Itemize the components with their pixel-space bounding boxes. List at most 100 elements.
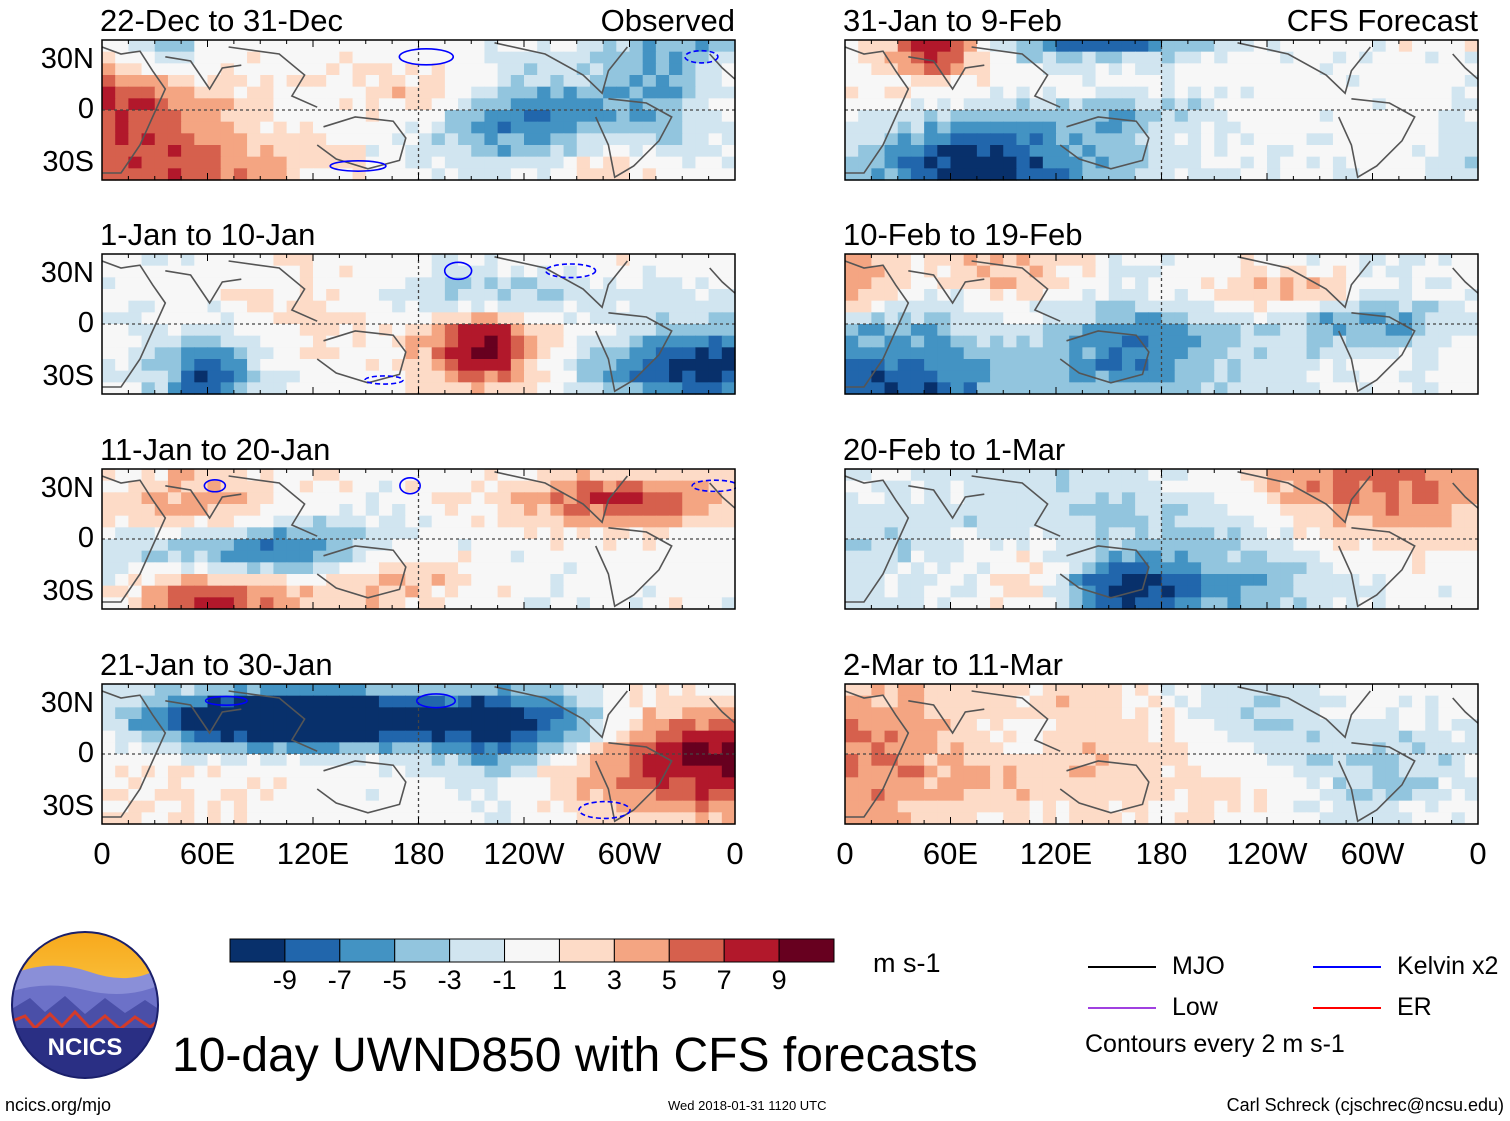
heatmap-cell [937, 51, 952, 64]
heatmap-cell [642, 777, 657, 790]
heatmap-cell [1108, 40, 1123, 53]
heatmap-cell [1385, 289, 1400, 302]
colorbar-tick-label: 9 [771, 965, 787, 995]
heatmap-cell [154, 168, 169, 181]
heatmap-cell [260, 382, 275, 395]
heatmap-cell [392, 324, 406, 337]
heatmap-cell [1042, 110, 1057, 123]
heatmap-cell [950, 156, 965, 169]
heatmap-cell [339, 347, 354, 360]
heatmap-cell [1253, 300, 1268, 313]
heatmap-cell [1069, 75, 1083, 88]
heatmap-cell [405, 800, 420, 813]
heatmap-cell [154, 51, 169, 64]
heatmap-cell [1214, 539, 1229, 552]
heatmap-cell [1121, 800, 1136, 813]
heatmap-cell [1042, 812, 1057, 825]
heatmap-cell [537, 730, 551, 743]
heatmap-cell [1003, 312, 1018, 325]
heatmap-cell [1332, 133, 1347, 146]
heatmap-cell [299, 121, 314, 134]
heatmap-cell [458, 527, 472, 540]
heatmap-cell [845, 265, 859, 278]
coastline [165, 485, 242, 520]
heatmap-cell [937, 133, 952, 146]
heatmap-cell [845, 63, 859, 76]
heatmap-cell [708, 550, 723, 563]
heatmap-cell [510, 597, 525, 610]
heatmap-cell [682, 300, 697, 313]
heatmap-cell [1174, 800, 1189, 813]
heatmap-cell [563, 145, 578, 158]
heatmap-cell [273, 324, 288, 337]
heatmap-cell [871, 597, 886, 610]
heatmap-cell [418, 86, 433, 99]
heatmap-cell [1267, 300, 1281, 313]
heatmap-cell [1135, 742, 1149, 755]
heatmap-cell [1293, 86, 1308, 99]
heatmap-cell [1161, 539, 1176, 552]
heatmap-cell [1121, 98, 1136, 111]
heatmap-cell [1016, 504, 1031, 517]
heatmap-cell [871, 539, 886, 552]
heatmap-cell [286, 277, 301, 290]
heatmap-cell [537, 370, 551, 383]
heatmap-cell [352, 324, 367, 337]
footer-url[interactable]: ncics.org/mjo [5, 1095, 112, 1115]
heatmap-cell [1214, 777, 1229, 790]
heatmap-cell [1332, 707, 1347, 720]
heatmap-cell [1174, 156, 1189, 169]
heatmap-cell [1148, 800, 1163, 813]
heatmap-cell [1003, 812, 1018, 825]
heatmap-cell [431, 75, 446, 88]
heatmap-cell [378, 469, 393, 482]
heatmap-cell [1267, 86, 1281, 99]
heatmap-cell [471, 684, 486, 697]
heatmap-cell [115, 370, 129, 383]
heatmap-cell [1121, 277, 1136, 290]
heatmap-cell [937, 585, 952, 598]
heatmap-cell [115, 265, 129, 278]
heatmap-cell [1412, 562, 1426, 575]
heatmap-cell [695, 168, 710, 181]
heatmap-cell [1042, 370, 1057, 383]
heatmap-cell [1161, 324, 1176, 337]
heatmap-cell [1187, 585, 1202, 598]
heatmap-cell [510, 63, 525, 76]
heatmap-cell [1214, 562, 1229, 575]
heatmap-cell [1095, 382, 1110, 395]
heatmap-cell [550, 492, 565, 505]
heatmap-cell [721, 550, 736, 563]
heatmap-cell [1464, 289, 1479, 302]
heatmap-cell [871, 382, 886, 395]
heatmap-cell [576, 300, 591, 313]
heatmap-cell [642, 254, 657, 267]
heatmap-cell [669, 789, 683, 802]
heatmap-cell [167, 382, 182, 395]
heatmap-cell [616, 382, 631, 395]
heatmap-cell [431, 133, 446, 146]
heatmap-cell [655, 75, 670, 88]
heatmap-cell [207, 300, 222, 313]
heatmap-cell [669, 597, 683, 610]
heatmap-cell [537, 98, 551, 111]
heatmap-cell [247, 86, 261, 99]
heatmap-cell [313, 133, 327, 146]
heatmap-cell [299, 492, 314, 505]
heatmap-cell [273, 684, 288, 697]
heatmap-cell [1161, 63, 1176, 76]
heatmap-cell [418, 562, 433, 575]
heatmap-cell [1451, 707, 1466, 720]
heatmap-cell [721, 277, 736, 290]
heatmap-cell [1280, 277, 1294, 290]
heatmap-cell [642, 585, 657, 598]
heatmap-cell [1306, 539, 1321, 552]
heatmap-cell [154, 110, 169, 123]
heatmap-cell [1332, 51, 1347, 64]
heatmap-cell [1214, 695, 1229, 708]
heatmap-cell [1240, 777, 1255, 790]
heatmap-cell [286, 63, 301, 76]
heatmap-cell [1148, 156, 1163, 169]
heatmap-cell [431, 789, 446, 802]
heatmap-cell [431, 168, 446, 181]
